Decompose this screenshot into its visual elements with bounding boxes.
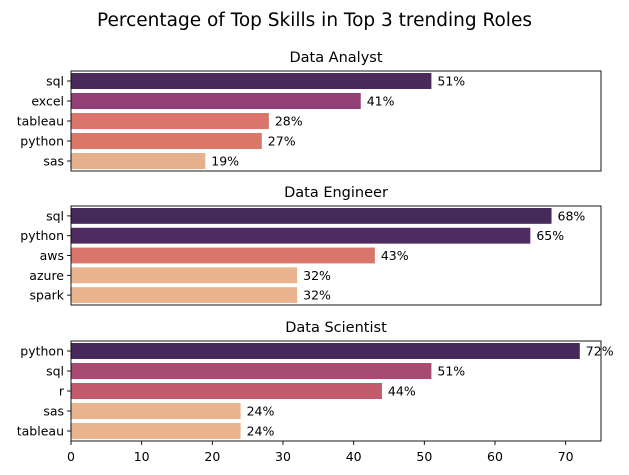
data-label: 51% bbox=[437, 74, 465, 89]
panel-data-scientist: Data Scientist python 72% sql 51% r 44% sas 24% t… bbox=[17, 320, 614, 464]
y-tick-label: python bbox=[20, 134, 64, 149]
data-label: 65% bbox=[536, 228, 564, 243]
x-tick-label: 0 bbox=[67, 449, 75, 464]
data-label: 44% bbox=[388, 384, 416, 399]
y-tick-label: tableau bbox=[17, 424, 64, 439]
x-tick-label: 20 bbox=[204, 449, 220, 464]
data-label: 28% bbox=[275, 114, 303, 129]
chart-panels: Data Analyst sql 51% excel 41% tableau 28% pyth… bbox=[17, 50, 614, 464]
data-label: 51% bbox=[437, 364, 465, 379]
bar bbox=[71, 73, 432, 89]
bar bbox=[71, 133, 262, 149]
y-tick-label: aws bbox=[40, 248, 64, 263]
y-tick-label: r bbox=[59, 384, 65, 399]
panel-title: Data Engineer bbox=[284, 185, 388, 201]
y-tick-label: python bbox=[20, 344, 64, 359]
data-label: 72% bbox=[586, 344, 614, 359]
bar bbox=[71, 343, 580, 359]
data-label: 41% bbox=[367, 94, 395, 109]
data-label: 19% bbox=[211, 154, 239, 169]
bar bbox=[71, 113, 269, 129]
panel-data-engineer: Data Engineer sql 68% python 65% aws 43% azure 3… bbox=[20, 185, 602, 306]
y-tick-label: sql bbox=[46, 74, 64, 89]
bar bbox=[71, 93, 361, 109]
x-tick-label: 60 bbox=[487, 449, 503, 464]
data-label: 24% bbox=[247, 424, 275, 439]
bar bbox=[71, 247, 375, 264]
bar bbox=[71, 267, 298, 284]
bar bbox=[71, 287, 298, 304]
axes-frame bbox=[70, 340, 602, 442]
data-label: 32% bbox=[303, 268, 331, 283]
y-tick-label: spark bbox=[30, 288, 65, 303]
y-tick-label: python bbox=[20, 228, 64, 243]
bar bbox=[71, 227, 531, 244]
data-label: 68% bbox=[558, 208, 586, 223]
bar bbox=[71, 423, 241, 439]
bar bbox=[71, 207, 552, 224]
x-tick-label: 30 bbox=[275, 449, 291, 464]
bar bbox=[71, 403, 241, 419]
x-tick-label: 10 bbox=[134, 449, 150, 464]
y-tick-label: sas bbox=[43, 404, 64, 419]
panel-data-analyst: Data Analyst sql 51% excel 41% tableau 28% pyth… bbox=[17, 50, 602, 172]
figure-title: Percentage of Top Skills in Top 3 trendi… bbox=[97, 10, 532, 31]
x-tick-label: 70 bbox=[558, 449, 574, 464]
x-tick-label: 40 bbox=[346, 449, 362, 464]
y-tick-label: azure bbox=[29, 268, 64, 283]
data-label: 27% bbox=[268, 134, 296, 149]
bar bbox=[71, 153, 206, 169]
y-tick-label: tableau bbox=[17, 114, 64, 129]
y-tick-label: sas bbox=[43, 154, 64, 169]
y-tick-label: excel bbox=[31, 94, 64, 109]
data-label: 32% bbox=[303, 288, 331, 303]
y-tick-label: sql bbox=[46, 208, 64, 223]
x-tick-label: 50 bbox=[416, 449, 432, 464]
axes-frame bbox=[70, 70, 602, 172]
data-label: 24% bbox=[247, 404, 275, 419]
panel-title: Data Scientist bbox=[285, 320, 387, 336]
y-tick-label: sql bbox=[46, 364, 64, 379]
panel-title: Data Analyst bbox=[289, 50, 382, 66]
axes-frame bbox=[70, 205, 602, 306]
bar bbox=[71, 383, 382, 399]
bar bbox=[71, 363, 432, 379]
data-label: 43% bbox=[381, 248, 409, 263]
